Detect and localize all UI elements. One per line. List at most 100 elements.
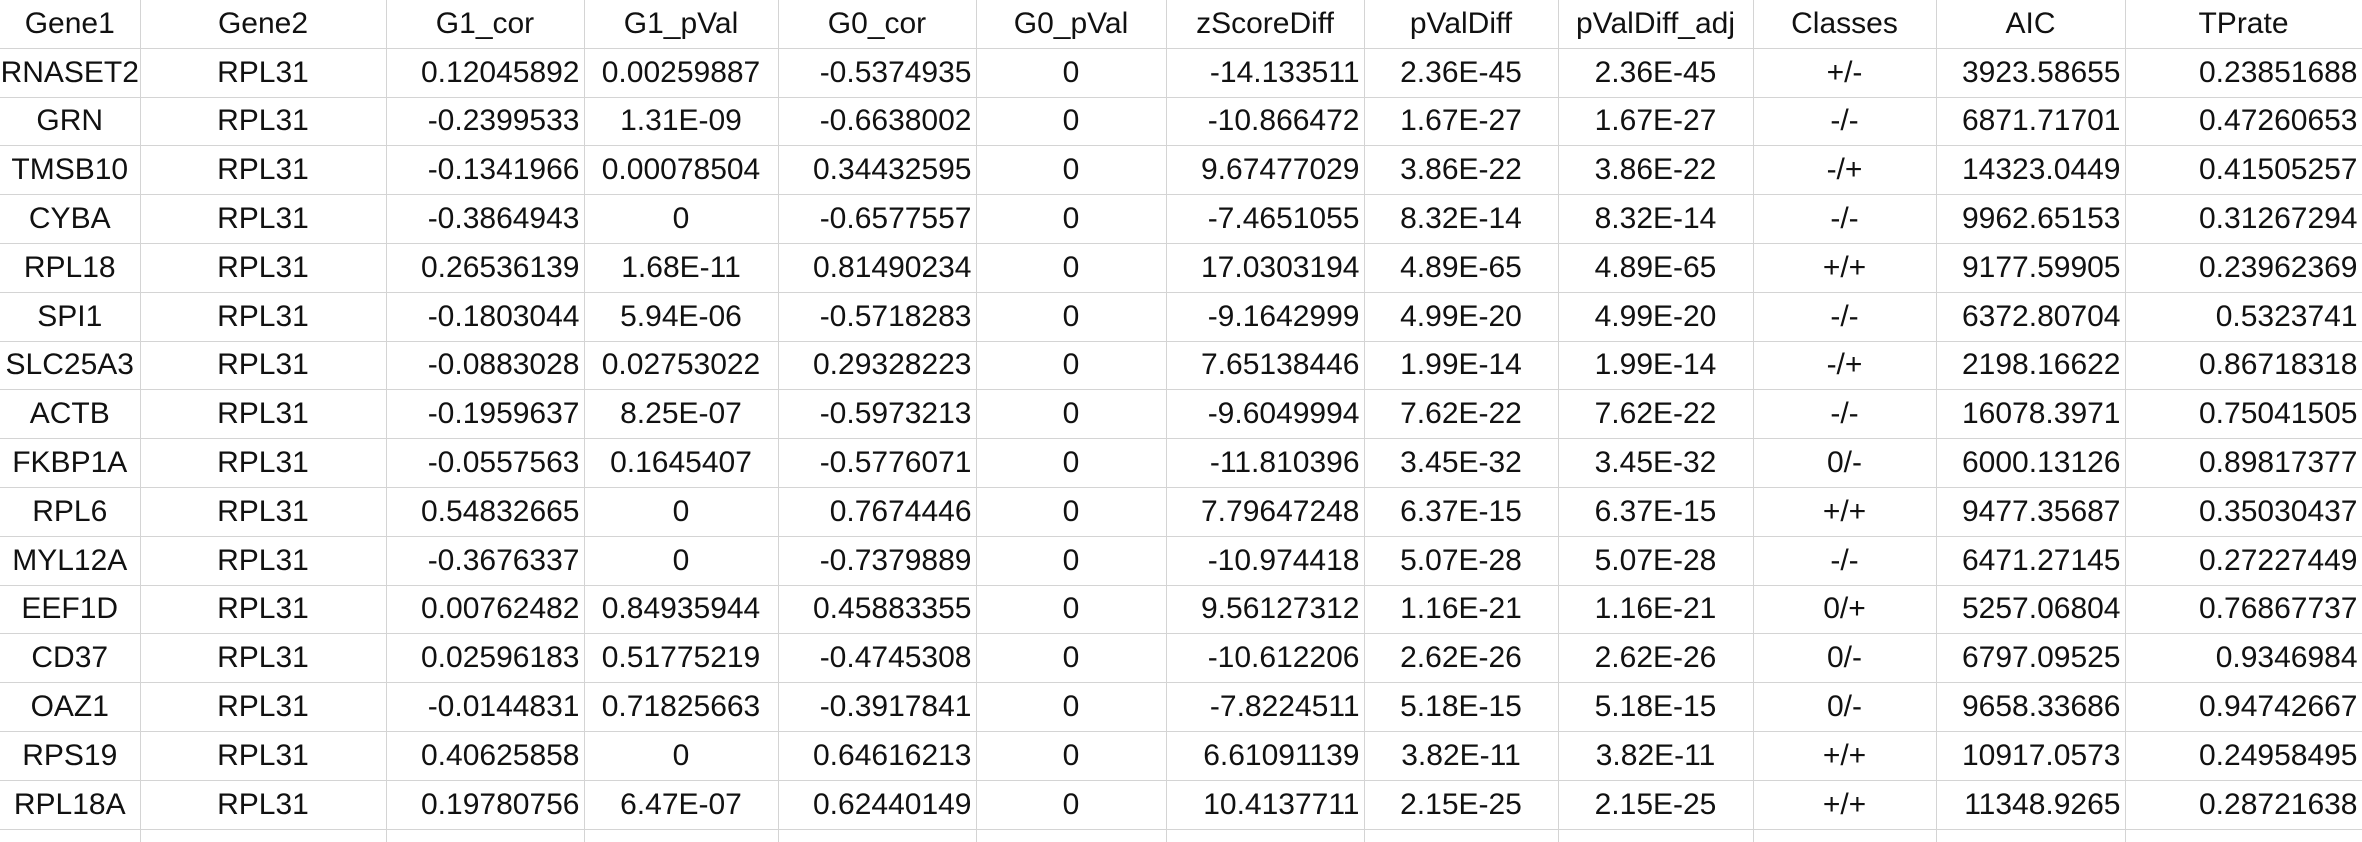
data-cell[interactable]: 9.56127312 (1166, 585, 1365, 635)
data-cell[interactable]: 0 (976, 536, 1167, 586)
data-cell[interactable]: -9.6049994 (1166, 389, 1365, 440)
data-cell[interactable]: 2.36E-45 (1364, 48, 1559, 98)
data-cell[interactable]: 6471.27145 (1936, 536, 2126, 586)
data-cell[interactable]: 0.89817377 (2125, 438, 2362, 488)
data-cell[interactable]: 0 (976, 633, 1167, 684)
data-cell[interactable]: 4.89E-65 (1364, 243, 1559, 293)
data-cell[interactable]: -/+ (1753, 341, 1937, 391)
data-cell[interactable]: -0.1341966 (386, 145, 585, 196)
data-cell[interactable]: -0.1803044 (386, 292, 585, 342)
data-cell[interactable]: RPL31 (140, 292, 387, 342)
data-cell[interactable]: -11.810396 (1166, 438, 1365, 488)
empty-cell[interactable] (140, 829, 387, 842)
column-header-cell[interactable]: AIC (1936, 0, 2126, 49)
column-header-cell[interactable]: G1_cor (386, 0, 585, 49)
data-cell[interactable]: OAZ1 (0, 682, 141, 732)
data-cell[interactable]: 7.62E-22 (1364, 389, 1559, 440)
data-cell[interactable]: 0.5323741 (2125, 292, 2362, 342)
data-cell[interactable]: 10.4137711 (1166, 780, 1365, 830)
empty-cell[interactable] (976, 829, 1167, 842)
data-cell[interactable]: 0.23962369 (2125, 243, 2362, 293)
data-cell[interactable]: RPL31 (140, 682, 387, 732)
data-cell[interactable]: 7.65138446 (1166, 341, 1365, 391)
data-cell[interactable]: 0.81490234 (778, 243, 977, 293)
data-cell[interactable]: 5.18E-15 (1364, 682, 1559, 732)
data-cell[interactable]: -10.974418 (1166, 536, 1365, 586)
data-cell[interactable]: 0.00259887 (584, 48, 779, 98)
column-header-cell[interactable]: pValDiff_adj (1558, 0, 1754, 49)
data-cell[interactable]: 0 (976, 731, 1167, 781)
data-cell[interactable]: 17.0303194 (1166, 243, 1365, 293)
data-cell[interactable]: 0 (976, 292, 1167, 342)
empty-cell[interactable] (0, 829, 141, 842)
data-cell[interactable]: 5.07E-28 (1364, 536, 1559, 586)
data-cell[interactable]: -10.866472 (1166, 97, 1365, 147)
data-cell[interactable]: 9477.35687 (1936, 487, 2126, 537)
data-cell[interactable]: 6.61091139 (1166, 731, 1365, 781)
data-cell[interactable]: RPS19 (0, 731, 141, 781)
data-cell[interactable]: -0.3864943 (386, 194, 585, 244)
data-cell[interactable]: 6000.13126 (1936, 438, 2126, 488)
empty-cell[interactable] (386, 829, 585, 842)
data-cell[interactable]: 0 (976, 487, 1167, 537)
data-cell[interactable]: 0.86718318 (2125, 341, 2362, 391)
data-cell[interactable]: RPL31 (140, 341, 387, 391)
data-cell[interactable]: 2.15E-25 (1558, 780, 1754, 830)
data-cell[interactable]: 0 (976, 145, 1167, 196)
data-cell[interactable]: 0.24958495 (2125, 731, 2362, 781)
data-cell[interactable]: 0.12045892 (386, 48, 585, 98)
data-cell[interactable]: GRN (0, 97, 141, 147)
data-cell[interactable]: -/- (1753, 292, 1937, 342)
data-cell[interactable]: 0.76867737 (2125, 585, 2362, 635)
data-cell[interactable]: RPL18 (0, 243, 141, 293)
data-cell[interactable]: 0.19780756 (386, 780, 585, 830)
data-cell[interactable]: 1.16E-21 (1558, 585, 1754, 635)
data-cell[interactable]: 2198.16622 (1936, 341, 2126, 391)
data-cell[interactable]: RNASET2 (0, 48, 141, 98)
data-cell[interactable]: RPL31 (140, 48, 387, 98)
data-cell[interactable]: 0 (976, 585, 1167, 635)
data-cell[interactable]: 0 (976, 194, 1167, 244)
data-cell[interactable]: -0.3676337 (386, 536, 585, 586)
empty-cell[interactable] (1558, 829, 1754, 842)
data-cell[interactable]: 0.51775219 (584, 633, 779, 684)
data-cell[interactable]: 0 (976, 341, 1167, 391)
column-header-cell[interactable]: zScoreDiff (1166, 0, 1365, 49)
data-cell[interactable]: 1.16E-21 (1364, 585, 1559, 635)
data-cell[interactable]: 0 (976, 48, 1167, 98)
data-cell[interactable]: 16078.3971 (1936, 389, 2126, 440)
data-cell[interactable]: 5.07E-28 (1558, 536, 1754, 586)
data-cell[interactable]: -0.0557563 (386, 438, 585, 488)
data-cell[interactable]: -10.612206 (1166, 633, 1365, 684)
data-cell[interactable]: -14.133511 (1166, 48, 1365, 98)
data-cell[interactable]: +/+ (1753, 780, 1937, 830)
data-cell[interactable]: 0.00762482 (386, 585, 585, 635)
data-cell[interactable]: SPI1 (0, 292, 141, 342)
empty-cell[interactable] (778, 829, 977, 842)
data-cell[interactable]: TMSB10 (0, 145, 141, 196)
data-cell[interactable]: 0.64616213 (778, 731, 977, 781)
data-cell[interactable]: 2.62E-26 (1364, 633, 1559, 684)
data-cell[interactable]: 0/- (1753, 682, 1937, 732)
data-cell[interactable]: 4.99E-20 (1364, 292, 1559, 342)
data-cell[interactable]: 9177.59905 (1936, 243, 2126, 293)
data-cell[interactable]: 6871.71701 (1936, 97, 2126, 147)
data-cell[interactable]: 0.1645407 (584, 438, 779, 488)
data-cell[interactable]: 0.47260653 (2125, 97, 2362, 147)
data-cell[interactable]: 0.34432595 (778, 145, 977, 196)
data-cell[interactable]: 8.32E-14 (1558, 194, 1754, 244)
data-cell[interactable]: RPL31 (140, 487, 387, 537)
data-cell[interactable]: 0 (976, 389, 1167, 440)
data-cell[interactable]: 0.23851688 (2125, 48, 2362, 98)
column-header-cell[interactable]: pValDiff (1364, 0, 1559, 49)
empty-cell[interactable] (1166, 829, 1365, 842)
data-cell[interactable]: 0.29328223 (778, 341, 977, 391)
data-cell[interactable]: 0.40625858 (386, 731, 585, 781)
data-cell[interactable]: RPL31 (140, 389, 387, 440)
data-cell[interactable]: 4.89E-65 (1558, 243, 1754, 293)
data-cell[interactable]: RPL31 (140, 438, 387, 488)
column-header-cell[interactable]: G0_cor (778, 0, 977, 49)
data-cell[interactable]: RPL31 (140, 97, 387, 147)
data-cell[interactable]: 3.45E-32 (1364, 438, 1559, 488)
column-header-cell[interactable]: TPrate (2125, 0, 2362, 49)
